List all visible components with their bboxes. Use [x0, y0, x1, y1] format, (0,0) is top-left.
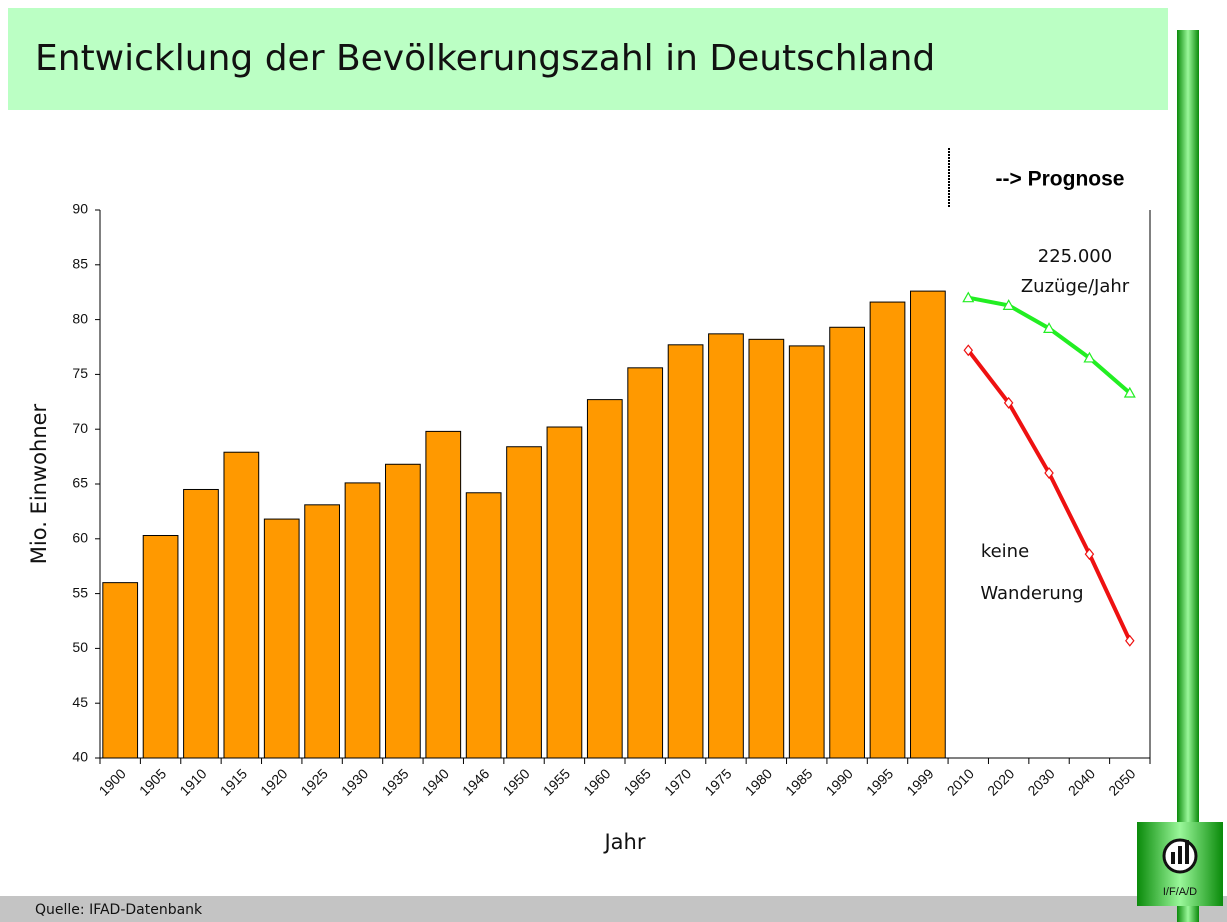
bar — [102, 582, 139, 759]
annotation: --> Prognose — [996, 168, 1125, 191]
bar — [586, 399, 623, 759]
bar — [425, 430, 462, 759]
y-tick-label: 45 — [72, 694, 88, 710]
marker — [962, 291, 975, 303]
x-tick-label: 1960 — [580, 765, 613, 798]
x-tick-label: 1970 — [661, 765, 694, 798]
x-tick-label: 1910 — [176, 765, 209, 798]
x-tick-label: 2040 — [1065, 765, 1098, 798]
bar — [304, 504, 340, 759]
annotation: Zuzüge/Jahr — [1021, 276, 1130, 297]
marker — [1002, 299, 1015, 310]
y-tick-label: 80 — [72, 310, 88, 326]
x-tick-label: 2030 — [1024, 765, 1057, 798]
x-tick-label: 1940 — [419, 765, 452, 798]
x-axis-label: Jahr — [602, 830, 645, 854]
annotation: keine — [981, 541, 1029, 562]
y-tick-label: 70 — [72, 420, 88, 436]
bar — [910, 290, 946, 759]
x-tick-label: 1975 — [701, 765, 734, 798]
y-tick-label: 55 — [72, 584, 88, 600]
marker — [1003, 396, 1014, 409]
bar — [788, 345, 825, 759]
bar — [465, 492, 502, 759]
bar — [869, 301, 906, 759]
y-tick-label: 50 — [72, 639, 88, 655]
x-tick-label: 2010 — [944, 765, 977, 798]
side-bar — [1177, 30, 1199, 922]
logo-text: I/F/A/D — [1163, 886, 1197, 898]
x-tick-label: 2050 — [1105, 765, 1138, 798]
x-tick-label: 1965 — [621, 765, 654, 798]
marker — [963, 344, 974, 357]
x-tick-label: 1930 — [338, 765, 371, 798]
x-tick-label: 1985 — [782, 765, 815, 798]
y-tick-label: 75 — [72, 365, 88, 381]
bar — [748, 338, 785, 759]
bar — [385, 463, 421, 759]
chart-title: Entwicklung der Bevölkerungszahl in Deut… — [35, 38, 935, 79]
marker — [1123, 386, 1136, 398]
x-tick-label: 1955 — [540, 765, 573, 798]
x-tick-label: 1950 — [499, 765, 532, 798]
y-tick-label: 60 — [72, 530, 88, 546]
header-band — [8, 8, 1168, 110]
bar — [546, 426, 583, 759]
bar — [142, 535, 179, 759]
annotation: 225.000 — [1038, 246, 1112, 267]
bar — [263, 518, 300, 759]
bar — [344, 482, 381, 759]
annotation: Wanderung — [980, 583, 1083, 604]
source: Quelle: IFAD-Datenbank — [35, 902, 203, 918]
marker — [1084, 548, 1095, 561]
bar — [829, 326, 865, 759]
bar — [183, 488, 219, 759]
bar — [667, 344, 704, 759]
x-tick-label: 1900 — [96, 765, 129, 798]
x-tick-label: 1999 — [903, 765, 936, 798]
x-tick-label: 1935 — [378, 765, 411, 798]
marker — [1043, 322, 1056, 333]
x-tick-label: 1925 — [298, 765, 331, 798]
bar — [627, 367, 664, 759]
y-tick-label: 40 — [72, 749, 88, 765]
marker — [1083, 351, 1096, 363]
bar — [708, 333, 744, 759]
y-tick-label: 65 — [72, 475, 88, 491]
y-tick-label: 90 — [72, 201, 88, 217]
x-tick-label: 1980 — [742, 765, 775, 798]
x-tick-label: 2020 — [984, 765, 1017, 798]
x-tick-label: 1995 — [863, 765, 896, 798]
footer-band — [0, 896, 1227, 922]
x-tick-label: 1920 — [257, 765, 290, 798]
x-tick-label: 1905 — [136, 765, 169, 798]
marker — [1044, 467, 1054, 480]
bar — [506, 446, 542, 759]
x-tick-label: 1946 — [459, 765, 492, 798]
marker — [1125, 634, 1135, 647]
x-tick-label: 1915 — [217, 765, 250, 798]
y-tick-label: 85 — [72, 256, 88, 272]
x-tick-label: 1990 — [823, 765, 856, 798]
logo-icon — [1162, 838, 1198, 874]
y-axis-label: Mio. Einwohner — [27, 403, 51, 564]
bar — [223, 451, 260, 759]
